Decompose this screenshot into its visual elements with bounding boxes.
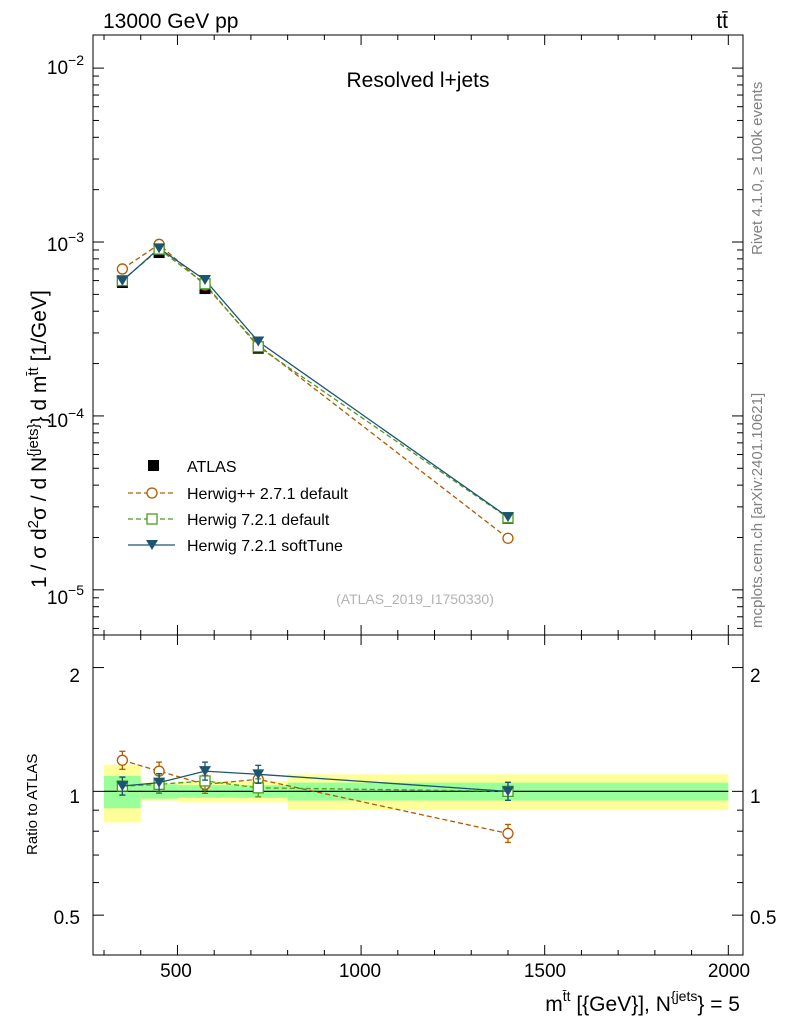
xtick-label-2000: 2000 bbox=[708, 961, 750, 982]
ratio-ytick-label-2: 2 bbox=[69, 666, 80, 687]
xtick-label-500: 500 bbox=[160, 961, 192, 982]
main-title: Resolved l+jets bbox=[347, 69, 490, 92]
ratio-ytick-label-1-right: 1 bbox=[750, 787, 761, 808]
ratio-point-series-3 bbox=[501, 786, 514, 797]
ratio-point-series-2 bbox=[252, 782, 264, 794]
ratio-line-series-1 bbox=[122, 759, 509, 835]
ytick-label-1e-3: 10−3 bbox=[47, 229, 84, 256]
header-right-bar: t̄ bbox=[722, 10, 728, 33]
ratio-ylabel: Ratio to ATLAS bbox=[24, 754, 41, 855]
legend-label-atlas: ATLAS bbox=[187, 459, 237, 476]
main-point-series-3 bbox=[153, 243, 166, 254]
main-point-series-3 bbox=[252, 336, 265, 347]
ytick-label-1e-5: 10−5 bbox=[47, 582, 84, 609]
header-right-base: t bbox=[716, 10, 722, 33]
ratio-point-series-1 bbox=[116, 754, 129, 766]
ratio-ytick-label-05-right: 0.5 bbox=[750, 908, 776, 929]
legend-marker-herwigpp bbox=[146, 487, 158, 499]
main-point-series-3 bbox=[199, 274, 212, 285]
ratio-frame bbox=[92, 634, 744, 956]
legend-marker-softtune bbox=[146, 540, 158, 550]
legend-label-softtune: Herwig 7.2.1 softTune bbox=[187, 538, 343, 555]
xtick-label-1000: 1000 bbox=[339, 961, 381, 982]
main-point-series-1 bbox=[116, 263, 129, 275]
main-line-series-3 bbox=[121, 247, 509, 518]
xtick-label-1500: 1500 bbox=[524, 961, 566, 982]
legend-marker-herwig721 bbox=[146, 513, 158, 525]
ratio-curves bbox=[104, 750, 729, 844]
xlabel: mt̄t [{GeV}], N{jets} = 5 bbox=[545, 988, 740, 1016]
main-line-series-2 bbox=[121, 248, 509, 519]
ratio-panel: 2 1 0.5 2 1 0.5 500 1000 1500 2000 Ratio… bbox=[24, 634, 777, 1016]
ratio-ticks bbox=[93, 635, 743, 955]
header-right-text: tt̄ bbox=[716, 10, 728, 33]
mcplots-label: mcplots.cern.ch [arXiv:2401.10621] bbox=[749, 393, 766, 628]
ratio-ytick-label-05: 0.5 bbox=[54, 908, 80, 929]
analysis-id: (ATLAS_2019_I1750330) bbox=[336, 591, 494, 607]
ratio-ytick-label-1: 1 bbox=[69, 787, 80, 808]
ytick-label-1e-4: 10−4 bbox=[47, 405, 84, 432]
ratio-ytick-labels: 2 1 0.5 2 1 0.5 bbox=[54, 666, 777, 929]
header-left-text: 13000 GeV pp bbox=[103, 10, 238, 33]
ratio-ytick-label-2-right: 2 bbox=[750, 666, 761, 687]
main-ylabel: 1 / σ d2σ / d N{jets}} d mt̄t [1/GeV] bbox=[25, 290, 51, 588]
ratio-point-series-3 bbox=[199, 766, 212, 777]
ytick-label-1e-2: 10−2 bbox=[47, 52, 84, 79]
main-point-series-3 bbox=[501, 512, 514, 523]
ratio-point-series-3 bbox=[252, 769, 265, 780]
main-panel: Resolved l+jets (ATLAS_2019_I1750330) 10… bbox=[25, 34, 744, 636]
ratio-xtick-labels: 500 1000 1500 2000 bbox=[160, 961, 750, 982]
rivet-label: Rivet 4.1.0, ≥ 100k events bbox=[749, 82, 766, 255]
legend-label-herwig721: Herwig 7.2.1 default bbox=[187, 512, 330, 529]
ratio-point-series-3 bbox=[153, 777, 166, 788]
legend-marker-atlas bbox=[148, 460, 159, 471]
main-ticks bbox=[93, 35, 743, 635]
main-curves bbox=[116, 238, 514, 544]
main-ytick-labels: 10−2 10−3 10−4 10−5 bbox=[47, 52, 84, 609]
main-point-series-1 bbox=[502, 532, 514, 544]
main-point-series-3 bbox=[116, 275, 129, 286]
ratio-point-series-3 bbox=[116, 781, 129, 792]
legend: ATLAS Herwig++ 2.7.1 default Herwig 7.2.… bbox=[128, 459, 349, 555]
ratio-point-series-1 bbox=[502, 827, 514, 840]
legend-label-herwigpp: Herwig++ 2.7.1 default bbox=[187, 486, 349, 503]
